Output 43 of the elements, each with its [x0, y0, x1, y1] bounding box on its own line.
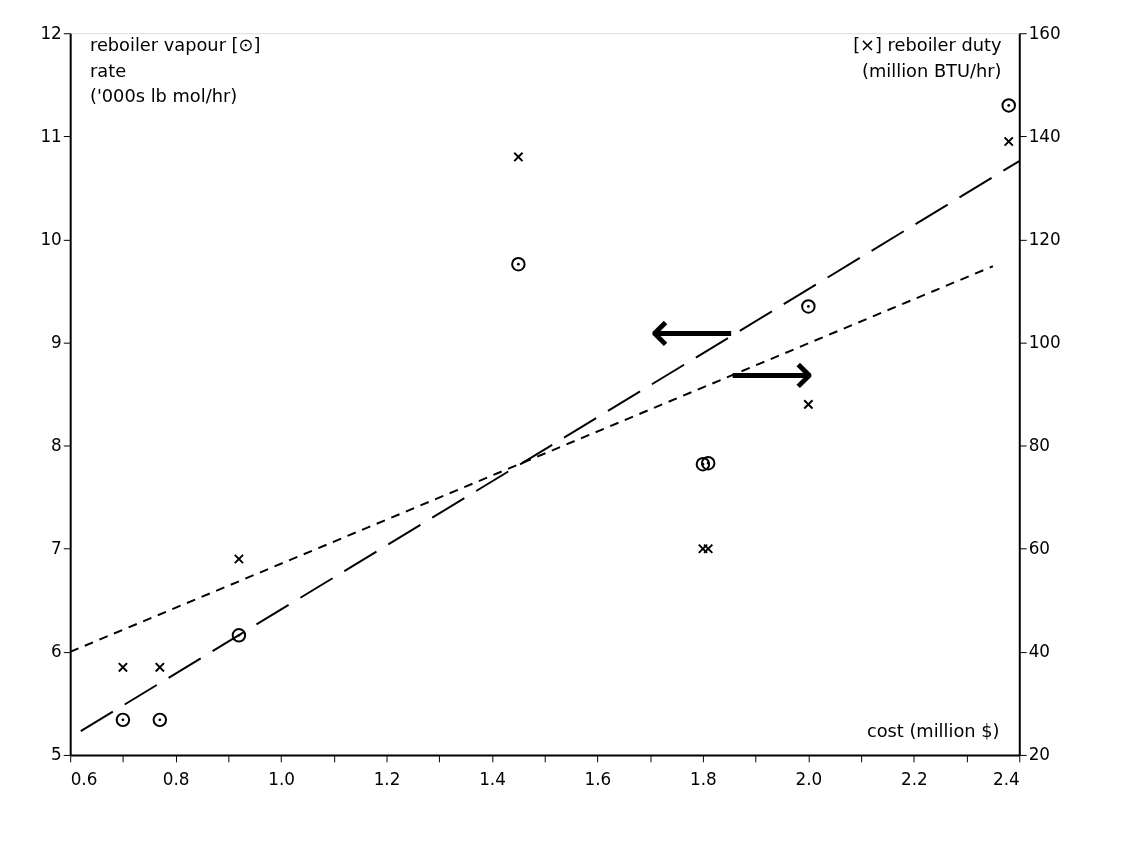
x-tick-label: 1.0	[268, 769, 295, 790]
y-tick-label: 9	[51, 331, 62, 352]
point	[154, 662, 165, 673]
point	[152, 712, 168, 728]
x-tick-label: 1.8	[690, 769, 717, 790]
point	[1003, 136, 1014, 147]
y2-tick-label: 20	[1028, 744, 1051, 765]
x-axis-title: cost (million $)	[866, 720, 1000, 742]
y2-tick-label: 160	[1028, 22, 1061, 43]
point	[115, 712, 131, 728]
x-tick-label: 2.0	[795, 769, 823, 790]
point	[1001, 98, 1016, 113]
x-tick-label: 1.4	[479, 769, 506, 790]
point	[231, 628, 247, 643]
x-tick-label: 0.8	[162, 769, 190, 790]
x-tick-label: 1.6	[584, 769, 612, 790]
x-tick-label: 0.6	[70, 769, 98, 790]
y-tick-label: 11	[40, 125, 62, 146]
y2-tick-label: 100	[1028, 331, 1061, 352]
point	[803, 399, 814, 410]
y2-tick-label: 40	[1028, 641, 1051, 662]
y-tick-label: 10	[40, 228, 62, 249]
y-tick-label: 6	[51, 641, 62, 662]
y-axis-title: reboiler vapour [⊙] rate ('000s lb mol/hr)	[89, 34, 261, 107]
y2-tick-label: 140	[1028, 125, 1061, 146]
y2-tick-label: 120	[1028, 228, 1061, 249]
x-tick-label: 1.2	[373, 769, 401, 790]
point	[511, 256, 526, 272]
y-tick-label: 7	[51, 538, 62, 559]
y-tick-label: 5	[51, 744, 62, 765]
x-tick-label: 2.4	[993, 769, 1020, 790]
y2-axis-title: [×] reboiler duty (million BTU/hr)	[853, 34, 1002, 81]
point	[801, 299, 816, 314]
point	[117, 662, 129, 673]
point	[233, 553, 245, 565]
point	[700, 455, 716, 471]
y-tick-label: 12	[40, 22, 62, 43]
point	[513, 151, 524, 163]
x-tick-label: 2.2	[900, 769, 928, 790]
y-tick-label: 8	[51, 435, 62, 456]
point	[695, 456, 711, 472]
y2-tick-label: 80	[1028, 435, 1051, 456]
y2-tick-label: 60	[1028, 538, 1051, 559]
